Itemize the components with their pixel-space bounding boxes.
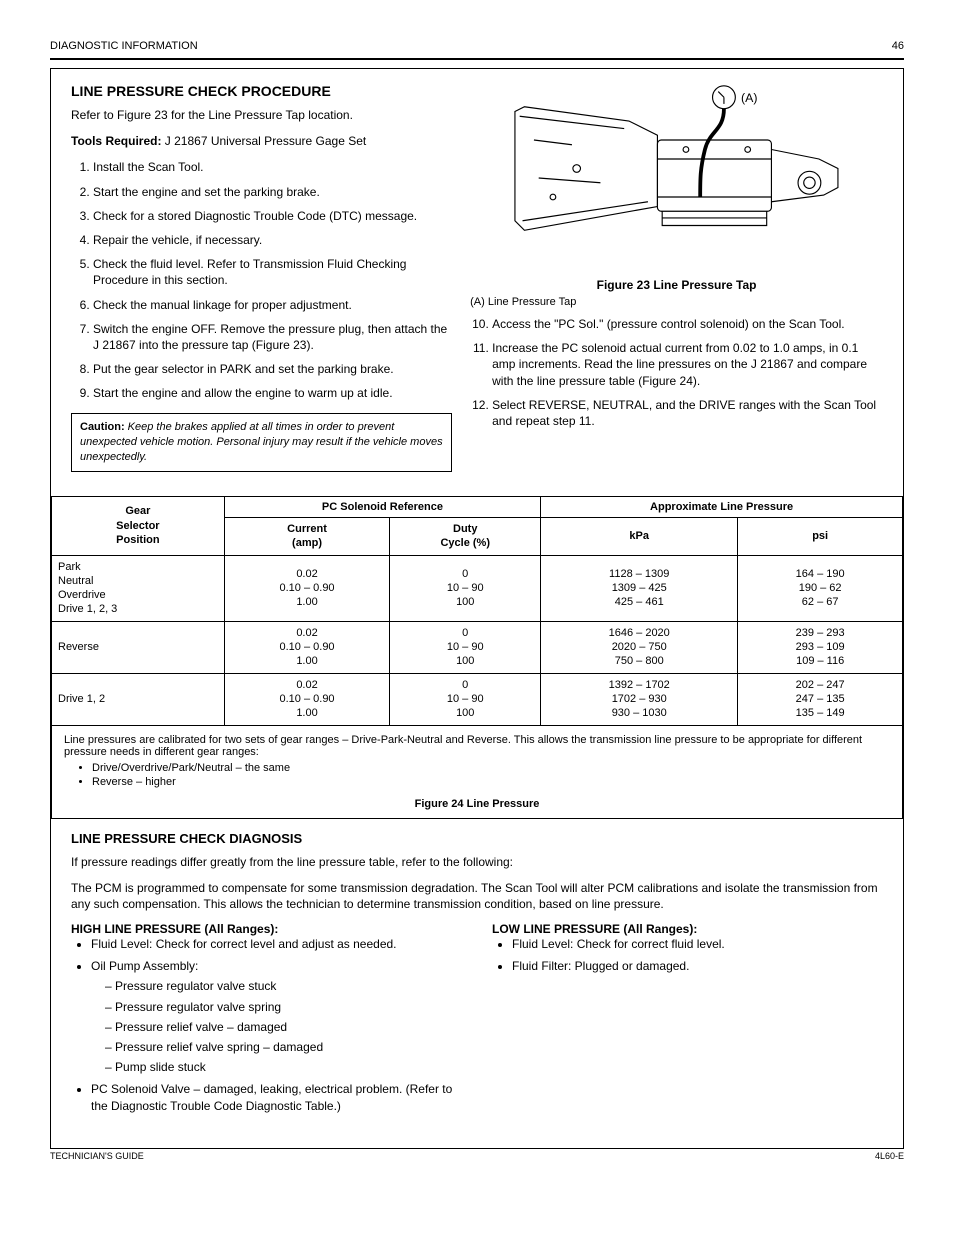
table-caption: Figure 24 Line Pressure	[64, 798, 890, 810]
table-row: ParkNeutralOverdriveDrive 1, 2, 30.020.1…	[52, 555, 903, 621]
table-cell: 0.020.10 – 0.901.00	[224, 673, 390, 725]
table-cell: 1128 – 13091309 – 425425 – 461	[541, 555, 738, 621]
diagnosis-intro-a: If pressure readings differ greatly from…	[71, 854, 883, 870]
footer-left: TECHNICIAN'S GUIDE	[50, 1151, 144, 1161]
footer-right: 4L60-E	[875, 1151, 904, 1161]
procedure-step: Check for a stored Diagnostic Trouble Co…	[93, 208, 452, 224]
line-pressure-table: GearSelectorPosition PC Solenoid Referen…	[51, 496, 903, 819]
table-cell: 010 – 90100	[390, 555, 541, 621]
diagnosis-subitem: Pressure regulator valve stuck	[105, 978, 462, 994]
tools-para: Tools Required: J 21867 Universal Pressu…	[71, 133, 452, 149]
callout-a-label: (A)	[741, 91, 757, 105]
th-pressure: Approximate Line Pressure	[541, 496, 903, 517]
diagnosis-subitem: Pressure relief valve – damaged	[105, 1019, 462, 1035]
tools-value: J 21867 Universal Pressure Gage Set	[165, 134, 366, 148]
table-cell: 010 – 90100	[390, 621, 541, 673]
right-column: (A) Figure 23 Line Pressure Tap (A) Line…	[470, 83, 883, 472]
procedure-steps-continued: Access the "PC Sol." (pressure control s…	[470, 316, 883, 429]
th-pcs-ref: PC Solenoid Reference	[224, 496, 540, 517]
diagnosis-subitem: Pump slide stuck	[105, 1059, 462, 1075]
procedure-step: Install the Scan Tool.	[93, 159, 452, 175]
th-gear: GearSelectorPosition	[52, 496, 225, 555]
figure-23: (A) Figure 23 Line Pressure Tap (A) Line…	[470, 83, 883, 308]
procedure-step: Start the engine and set the parking bra…	[93, 184, 452, 200]
procedure-step: Put the gear selector in PARK and set th…	[93, 361, 452, 377]
high-pressure-label: HIGH LINE PRESSURE (All Ranges):	[71, 922, 278, 936]
table-note-text: Line pressures are calibrated for two se…	[64, 734, 890, 758]
procedure-step: Check the fluid level. Refer to Transmis…	[93, 256, 452, 288]
diagnosis-item: PC Solenoid Valve – damaged, leaking, el…	[91, 1081, 462, 1113]
diagnosis-item: Oil Pump Assembly:Pressure regulator val…	[91, 958, 462, 1075]
table-row: Drive 1, 20.020.10 – 0.901.00010 – 90100…	[52, 673, 903, 725]
table-cell: 0.020.10 – 0.901.00	[224, 621, 390, 673]
diagnosis-subitem: Pressure relief valve spring – damaged	[105, 1039, 462, 1055]
caution-box: Caution: Keep the brakes applied at all …	[71, 413, 452, 472]
low-pressure-label: LOW LINE PRESSURE (All Ranges):	[492, 922, 697, 936]
procedure-step: Start the engine and allow the engine to…	[93, 385, 452, 401]
high-pressure-list: Fluid Level: Check for correct level and…	[71, 936, 462, 1114]
procedure-step: Repair the vehicle, if necessary.	[93, 232, 452, 248]
table-cell: 202 – 247247 – 135135 – 149	[738, 673, 903, 725]
table-cell: ParkNeutralOverdriveDrive 1, 2, 3	[52, 555, 225, 621]
header-right: 46	[892, 40, 904, 52]
procedure-steps: Install the Scan Tool. Start the engine a…	[71, 159, 452, 401]
note-item: Drive/Overdrive/Park/Neutral – the same	[92, 762, 890, 774]
diagnosis-title: LINE PRESSURE CHECK DIAGNOSIS	[71, 831, 883, 846]
figure-23-legend: (A) Line Pressure Tap	[470, 296, 883, 308]
note-item: Reverse – higher	[92, 776, 890, 788]
caution-text: Keep the brakes applied at all times in …	[80, 421, 443, 463]
procedure-step: Increase the PC solenoid actual current …	[492, 340, 883, 389]
low-pressure-list: Fluid Level: Check for correct fluid lev…	[492, 936, 883, 974]
table-cell: 1646 – 20202020 – 750750 – 800	[541, 621, 738, 673]
table-cell: 010 – 90100	[390, 673, 541, 725]
th-psi: psi	[738, 517, 903, 555]
procedure-title: LINE PRESSURE CHECK PROCEDURE	[71, 83, 452, 99]
diagnosis-item: Fluid Level: Check for correct level and…	[91, 936, 462, 952]
tools-label: Tools Required:	[71, 134, 161, 148]
th-duty: DutyCycle (%)	[390, 517, 541, 555]
table-cell: 0.020.10 – 0.901.00	[224, 555, 390, 621]
figure-23-caption: Figure 23 Line Pressure Tap	[470, 278, 883, 292]
procedure-step: Select REVERSE, NEUTRAL, and the DRIVE r…	[492, 397, 883, 429]
caution-label: Caution:	[80, 421, 125, 433]
procedure-step: Check the manual linkage for proper adju…	[93, 297, 452, 313]
left-column: LINE PRESSURE CHECK PROCEDURE Refer to F…	[71, 83, 452, 472]
header-left: DIAGNOSTIC INFORMATION	[50, 40, 198, 52]
table-cell: 239 – 293293 – 109109 – 116	[738, 621, 903, 673]
table-cell: Reverse	[52, 621, 225, 673]
th-kpa: kPa	[541, 517, 738, 555]
table-note-cell: Line pressures are calibrated for two se…	[52, 725, 903, 818]
procedure-step: Switch the engine OFF. Remove the pressu…	[93, 321, 452, 353]
page-header: DIAGNOSTIC INFORMATION 46	[50, 40, 904, 52]
table-cell: 1392 – 17021702 – 930930 – 1030	[541, 673, 738, 725]
procedure-step: Access the "PC Sol." (pressure control s…	[492, 316, 883, 332]
table-note-items: Drive/Overdrive/Park/Neutral – the same R…	[64, 762, 890, 788]
diagnosis-section: LINE PRESSURE CHECK DIAGNOSIS If pressur…	[51, 819, 903, 1148]
diagnosis-item: Fluid Level: Check for correct fluid lev…	[512, 936, 883, 952]
top-section: LINE PRESSURE CHECK PROCEDURE Refer to F…	[51, 69, 903, 496]
transmission-illustration: (A)	[470, 83, 883, 273]
table-row: Reverse0.020.10 – 0.901.00010 – 90100164…	[52, 621, 903, 673]
table-cell: 164 – 190190 – 6262 – 67	[738, 555, 903, 621]
th-current: Current(amp)	[224, 517, 390, 555]
diagnosis-intro-b: The PCM is programmed to compensate for …	[71, 880, 883, 912]
table-cell: Drive 1, 2	[52, 673, 225, 725]
diagnosis-item: Fluid Filter: Plugged or damaged.	[512, 958, 883, 974]
intro-para: Refer to Figure 23 for the Line Pressure…	[71, 107, 452, 123]
main-frame: LINE PRESSURE CHECK PROCEDURE Refer to F…	[50, 68, 904, 1149]
page-footer: TECHNICIAN'S GUIDE 4L60-E	[50, 1151, 904, 1161]
header-rule	[50, 58, 904, 60]
diagnosis-subitem: Pressure regulator valve spring	[105, 999, 462, 1015]
